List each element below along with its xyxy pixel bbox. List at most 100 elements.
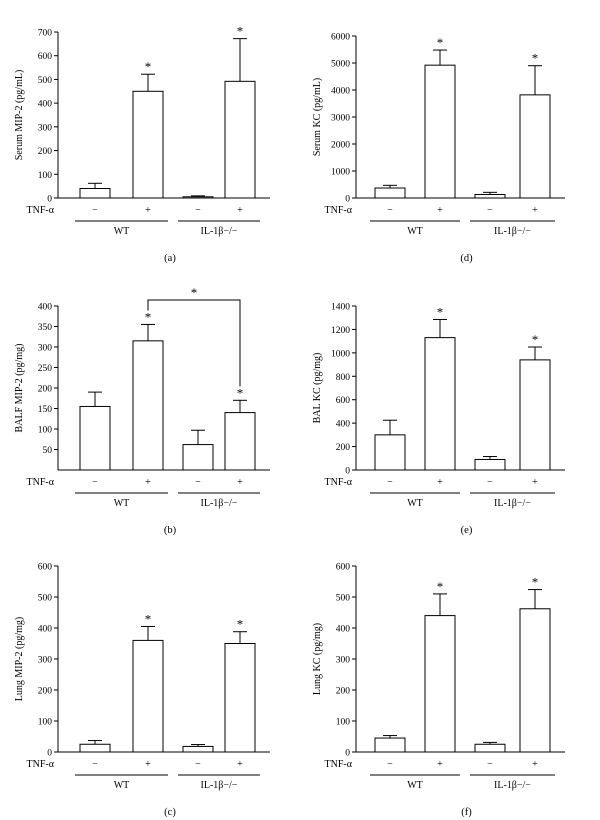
y-tick-label: 400 [38, 100, 53, 110]
treatment-sign: + [532, 759, 538, 770]
treatment-sign: + [437, 205, 443, 216]
group-label: IL-1β−/− [494, 780, 531, 791]
group-label: WT [114, 226, 130, 237]
y-axis-label: Lung KC (pg/mg) [312, 623, 323, 695]
bar [132, 639, 164, 753]
y-axis-label: BALF MIP-2 (pg/mg) [14, 344, 25, 433]
y-tick-label: 100 [38, 171, 53, 181]
bar [374, 187, 406, 199]
y-tick-label: 100 [336, 718, 351, 728]
y-tick-label: 400 [336, 625, 351, 635]
panel-label: (c) [164, 807, 176, 818]
group-label: IL-1β−/− [494, 498, 531, 509]
group-label: WT [407, 226, 423, 237]
y-tick-label: 400 [38, 625, 53, 635]
treatment-sign: + [437, 477, 443, 488]
y-tick-label: 600 [336, 396, 351, 406]
treatment-sign: + [237, 759, 243, 770]
bar [79, 188, 111, 199]
y-tick-label: 0 [345, 749, 350, 759]
bar [519, 608, 551, 753]
bar [424, 615, 456, 753]
y-tick-label: 500 [336, 594, 351, 604]
y-tick-label: 600 [38, 563, 53, 573]
treatment-sign: − [92, 477, 98, 488]
significance-star: * [437, 579, 444, 594]
chart-panel-c: 0 100 200 300 400 500 600 Lung MIP-2 (pg/mg) * * T… [14, 563, 270, 818]
group-label: IL-1β−/− [201, 780, 238, 791]
treatment-sign: − [487, 205, 493, 216]
y-tick-label: 100 [38, 426, 53, 436]
y-axis-label: Serum MIP-2 (pg/mL) [14, 70, 25, 161]
y-tick-label: 400 [38, 303, 53, 313]
y-tick-label: 4000 [331, 87, 350, 97]
bar [132, 340, 164, 471]
group-label: WT [114, 498, 130, 509]
significance-star: * [532, 51, 539, 66]
treatment-sign: + [437, 759, 443, 770]
bar [374, 434, 406, 471]
y-tick-label: 6000 [331, 33, 350, 43]
treatment-label: TNF-α [325, 759, 353, 770]
y-tick-label: 1200 [331, 326, 350, 336]
panel-label: (a) [164, 253, 176, 264]
treatment-sign: + [237, 205, 243, 216]
significance-star: * [145, 309, 152, 324]
y-tick-label: 0 [345, 467, 350, 477]
y-tick-label: 250 [38, 364, 53, 374]
treatment-sign: + [145, 205, 151, 216]
group-label: WT [407, 780, 423, 791]
chart-panel-f: 0 100 200 300 400 500 600 Lung KC (pg/mg) * * TNF-… [312, 563, 565, 818]
significance-star: * [437, 304, 444, 319]
treatment-sign: − [387, 205, 393, 216]
y-tick-label: 2000 [331, 141, 350, 151]
treatment-sign: + [532, 477, 538, 488]
treatment-sign: + [237, 477, 243, 488]
bar [474, 193, 506, 199]
significance-star: * [237, 617, 244, 632]
chart-panel-a: 0 100 200 300 400 500 600 700 Serum MIP-2 (pg/mL… [14, 24, 270, 264]
bar [224, 643, 256, 753]
treatment-label: TNF-α [325, 477, 353, 488]
bar [474, 743, 506, 753]
y-tick-label: 350 [38, 323, 53, 333]
bar [132, 90, 164, 199]
y-tick-label: 1400 [331, 303, 350, 313]
y-tick-label: 700 [38, 29, 53, 39]
treatment-sign: − [487, 759, 493, 770]
bracket-star: * [191, 285, 198, 300]
treatment-label: TNF-α [27, 477, 55, 488]
bar [224, 80, 256, 199]
group-label: IL-1β−/− [201, 498, 238, 509]
bar [224, 412, 256, 471]
bar [519, 359, 551, 471]
y-axis-label: Lung MIP-2 (pg/mg) [14, 617, 25, 701]
treatment-sign: − [387, 759, 393, 770]
treatment-sign: − [92, 759, 98, 770]
chart-panel-e: 0 200 400 600 800 1000 1200 1400 BAL KC (pg/mg) *… [312, 303, 565, 536]
bar [424, 337, 456, 471]
y-tick-label: 300 [336, 656, 351, 666]
y-axis-label: Serum KC (pg/mL) [312, 78, 323, 156]
y-tick-label: 1000 [331, 349, 350, 359]
bar [79, 405, 111, 471]
y-tick-label: 150 [38, 405, 53, 415]
y-tick-label: 200 [336, 687, 351, 697]
significance-star: * [145, 59, 152, 74]
panel-label: (b) [164, 525, 177, 536]
bar [79, 743, 111, 753]
y-tick-label: 300 [38, 344, 53, 354]
significance-bracket [147, 299, 241, 387]
chart-panel-d: 0 1000 2000 3000 4000 5000 6000 Serum KC (pg/mL… [312, 33, 565, 264]
significance-star: * [145, 611, 152, 626]
y-tick-label: 0 [47, 749, 52, 759]
significance-star: * [237, 24, 244, 39]
treatment-sign: − [195, 205, 201, 216]
group-label: WT [407, 498, 423, 509]
y-tick-label: 200 [336, 443, 351, 453]
y-tick-label: 200 [38, 385, 53, 395]
y-tick-label: 800 [336, 373, 351, 383]
significance-star: * [532, 332, 539, 347]
y-tick-label: 400 [336, 420, 351, 430]
